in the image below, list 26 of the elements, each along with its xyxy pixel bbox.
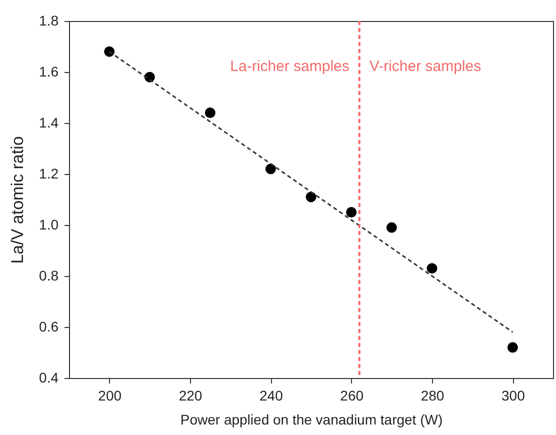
point: [507, 342, 518, 353]
point: [386, 222, 397, 233]
x-tick-label: 240: [259, 388, 284, 404]
point: [306, 192, 316, 202]
x-tick-label: 280: [420, 388, 444, 404]
x-tick-label: 220: [178, 388, 202, 404]
annotation: La-richer samples: [230, 58, 350, 75]
x-tick-label: 200: [98, 388, 122, 404]
x-axis-title: Power applied on the vanadium target (W): [180, 412, 443, 428]
y-tick-label: 1.0: [39, 216, 59, 232]
y-tick-label: 1.2: [39, 166, 59, 182]
y-tick-label: 0.6: [39, 318, 59, 334]
x-tick-label: 260: [340, 388, 364, 404]
point: [265, 164, 276, 174]
annotation: V-richer samples: [369, 58, 482, 75]
y-tick-label: 1.4: [39, 114, 59, 130]
point: [426, 263, 438, 274]
y-tick-label: 0.4: [39, 370, 59, 386]
point: [346, 207, 357, 218]
y-tick-label: 0.8: [39, 268, 59, 284]
point: [104, 46, 115, 57]
y-tick-label: 1.6: [39, 64, 59, 80]
y-axis-title: La/V atomic ratio: [8, 136, 28, 264]
point: [204, 108, 216, 118]
x-tick-label: 300: [501, 388, 526, 404]
y-tick-label: 1.8: [39, 12, 59, 28]
